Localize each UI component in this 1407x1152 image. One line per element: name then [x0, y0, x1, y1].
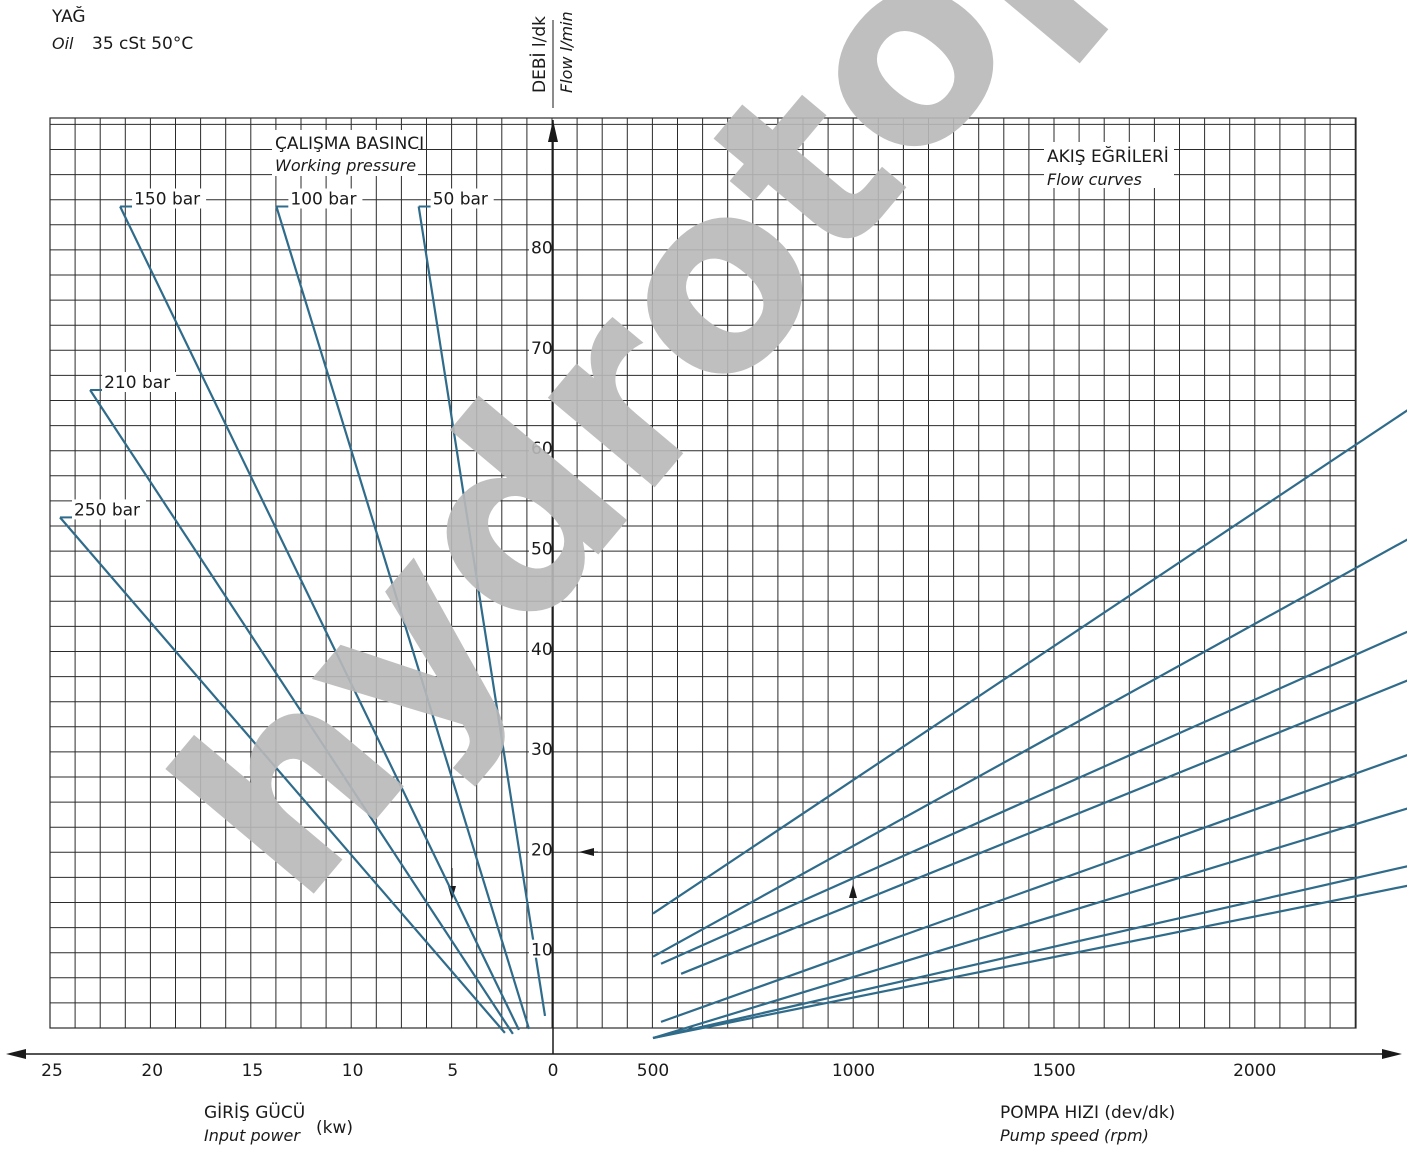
power-label-backdrop [430, 188, 494, 209]
y-tick-backdrop [529, 739, 551, 758]
y-tick-label: 10 [531, 941, 553, 961]
y-tick-backdrop [529, 438, 551, 457]
y-axis-subtitle: Flow l/min [557, 11, 576, 93]
x-right-tick-label: 1500 [1032, 1061, 1075, 1081]
power-series-line [417, 206, 547, 1017]
pressure-block-backdrop [272, 130, 418, 176]
y-axis-up-arrow-icon [548, 120, 558, 142]
x-right-subtitle: Pump speed (rpm) [1000, 1126, 1149, 1145]
x-left-title: GİRİŞ GÜCÜ [204, 1101, 305, 1123]
x-left-tick-label: 15 [242, 1061, 264, 1081]
power-label-backdrop [132, 188, 207, 209]
y-tick-label: 30 [531, 740, 553, 760]
power-series-line [119, 206, 520, 1031]
x-axis-left-arrow-icon [6, 1049, 26, 1059]
x-left-tick-label: 0 [548, 1061, 559, 1081]
power-label-backdrop [102, 372, 177, 392]
y-tick-label: 60 [531, 439, 553, 459]
power-label-backdrop [288, 188, 363, 209]
y-tick-backdrop [529, 638, 551, 657]
x-right-tick-label: 1000 [832, 1061, 875, 1081]
power-series-group [59, 206, 547, 1035]
chart-grid [49, 117, 1357, 1029]
y-tick-backdrop [529, 538, 551, 557]
flow-series-line [652, 865, 1407, 1040]
x-left-tick-label: 5 [447, 1061, 458, 1081]
power-series-label: 150 bar [134, 190, 200, 210]
flow-block-backdrop [1044, 142, 1174, 188]
y-tick-label: 20 [531, 840, 553, 860]
y-tick-backdrop [529, 237, 551, 256]
x-left-tick-label: 20 [141, 1061, 163, 1081]
flow-series-line [652, 409, 1407, 915]
y-tick-backdrop [529, 839, 551, 858]
flow-series-line [652, 884, 1407, 1040]
y-tick-backdrop [529, 939, 551, 958]
tick-labels: 2520151050500100015002000250030003500400… [41, 237, 1276, 1081]
y-tick-backdrop [529, 337, 551, 356]
oil-subtitle: Oil [52, 34, 74, 53]
pressure-block-title: ÇALIŞMA BASINCI [275, 134, 424, 154]
reading-arrow-left-icon [579, 848, 594, 856]
power-series-line [275, 206, 531, 1030]
power-series-label: 210 bar [104, 373, 170, 393]
power-series-line [89, 389, 514, 1035]
flow-block-title: AKIŞ EĞRİLERİ [1047, 145, 1169, 167]
flow-series-line [652, 538, 1407, 958]
y-tick-label: 50 [531, 540, 553, 560]
flow-series-line [660, 754, 1407, 1023]
power-series-label: 50 bar [433, 190, 488, 210]
flow-series-line [652, 807, 1407, 1040]
oil-title: YAĞ [51, 5, 86, 27]
x-left-tick-label: 25 [41, 1061, 63, 1081]
flow-block-subtitle: Flow curves [1047, 170, 1142, 189]
pressure-block-subtitle: Working pressure [275, 156, 416, 175]
power-series-label: 100 bar [290, 190, 356, 210]
flow-series-group [652, 409, 1407, 1040]
flow-series-line [680, 679, 1407, 975]
x-right-tick-label: 500 [637, 1061, 669, 1081]
y-axis-title: DEBİ l/dk [529, 16, 550, 93]
x-left-tick-label: 10 [342, 1061, 364, 1081]
oil-spec: 35 cSt 50°C [92, 34, 193, 54]
y-tick-label: 80 [531, 239, 553, 259]
x-right-tick-label: 2000 [1233, 1061, 1276, 1081]
y-tick-label: 40 [531, 640, 553, 660]
y-tick-label: 70 [531, 339, 553, 359]
x-left-unit: (kw) [316, 1118, 353, 1138]
x-left-subtitle: Input power [204, 1126, 301, 1145]
power-series-line [59, 516, 506, 1034]
power-label-backdrop [72, 499, 146, 520]
flow-series-line [660, 630, 1407, 965]
x-right-title: POMPA HIZI (dev/dk) [1000, 1103, 1175, 1123]
reading-arrow-up-icon [849, 884, 857, 898]
x-axis-right-arrow-icon [1382, 1049, 1402, 1059]
power-series-label: 250 bar [74, 500, 140, 520]
